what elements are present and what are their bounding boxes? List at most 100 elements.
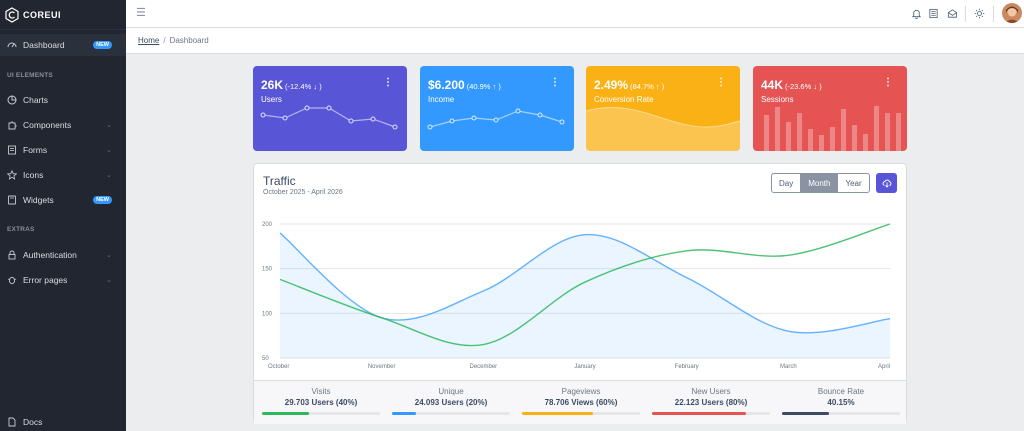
puzzle-icon (7, 120, 17, 130)
brand[interactable]: COREUI (0, 0, 126, 30)
brand-name: COREUI (23, 9, 62, 20)
traffic-line-chart: 50 100 150 200 October November December Januar… (262, 222, 891, 370)
series-line-1 (279, 223, 891, 347)
widget-change: (84.7% ↑ ) (630, 82, 665, 91)
period-day-button[interactable]: Day (772, 174, 802, 192)
star-icon (7, 170, 17, 180)
widget-value: 26K (261, 78, 284, 92)
widget-conversion-rate: 2.49% (84.7% ↑ ) Conversion Rate ⋮ (586, 66, 740, 151)
header-divider (993, 6, 994, 22)
sidebar: COREUI Dashboard NEW UI ELEMENTS Charts … (0, 0, 126, 431)
progress-bar (262, 412, 380, 415)
bell-icon[interactable] (910, 7, 922, 19)
sidebar-item-charts[interactable]: Charts (0, 89, 126, 111)
bug-icon (7, 275, 17, 285)
x-tick-label: April (878, 364, 890, 370)
stat-label: New Users (691, 387, 731, 396)
avatar[interactable] (1002, 3, 1022, 23)
stat-label: Bounce Rate (817, 387, 865, 396)
progress-fill (522, 412, 593, 415)
new-badge: NEW (93, 196, 112, 204)
stat-visits: Visits 29.703 Users (40%) (262, 387, 380, 415)
stat-new-users: New Users 22.123 Users (80%) (652, 387, 770, 415)
traffic-card: Traffic October 2025 - April 2026 Day Mo… (253, 163, 907, 424)
widget-change: (-23.6% ↓ ) (785, 82, 822, 91)
widget-value-group: 26K (-12.4% ↓ ) (261, 78, 322, 92)
cloud-download-icon (882, 179, 891, 188)
notes-icon (7, 145, 17, 155)
sidebar-item-docs[interactable]: Docs (0, 411, 126, 431)
sidebar-item-icons[interactable]: Icons ⌄ (0, 164, 126, 186)
sidebar-item-components[interactable]: Components ⌄ (0, 114, 126, 136)
widget-value-group: 2.49% (84.7% ↑ ) (594, 78, 664, 92)
period-year-button[interactable]: Year (845, 178, 862, 188)
stat-bounce-rate: Bounce Rate 40.15% (782, 387, 900, 415)
widget-label: Income (428, 95, 455, 104)
stat-value: 24.093 Users (20%) (414, 398, 488, 407)
stat-value: 78.706 Views (60%) (544, 398, 618, 407)
widget-users: 26K (-12.4% ↓ ) Users ⋮ (253, 66, 407, 151)
y-tick-label: 200 (262, 222, 273, 228)
chevron-down-icon: ⌄ (106, 172, 112, 179)
widget-value: $6.200 (428, 78, 465, 92)
chart-pie-icon (7, 95, 17, 105)
download-button[interactable] (876, 173, 897, 193)
chevron-down-icon: ⌄ (106, 122, 112, 129)
sun-icon[interactable] (973, 7, 985, 19)
sidebar-item-error-pages[interactable]: Error pages ⌄ (0, 269, 126, 291)
stat-pageviews: Pageviews 78.706 Views (60%) (522, 387, 640, 415)
sidebar-toggle-button[interactable]: ☰ (136, 7, 146, 19)
sidebar-item-label: Docs (23, 417, 43, 427)
sidebar-item-label: Forms (23, 145, 48, 155)
x-tick-label: January (574, 364, 595, 370)
list-icon[interactable] (927, 7, 939, 19)
more-options-icon[interactable]: ⋮ (550, 77, 560, 88)
progress-bar (782, 412, 900, 415)
chevron-down-icon: ⌄ (106, 147, 112, 154)
progress-fill (652, 412, 747, 415)
conversion-area-chart (586, 106, 740, 151)
widget-change: (-12.4% ↓ ) (285, 82, 322, 91)
sidebar-item-widgets[interactable]: Widgets NEW (0, 189, 126, 211)
period-month-button[interactable]: Month (801, 174, 839, 192)
more-options-icon[interactable]: ⋮ (883, 77, 893, 88)
sidebar-item-label: Dashboard (23, 40, 65, 50)
x-tick-label: October (268, 364, 289, 370)
sidebar-item-dashboard[interactable]: Dashboard NEW (0, 34, 126, 56)
widget-change: (40.9% ↑ ) (466, 82, 501, 91)
more-options-icon[interactable]: ⋮ (383, 77, 393, 88)
widget-value: 44K (761, 78, 784, 92)
breadcrumb-current: Dashboard (169, 36, 209, 45)
section-title-extras: EXTRAS (7, 226, 35, 233)
sidebar-item-authentication[interactable]: Authentication ⌄ (0, 244, 126, 266)
stat-label: Unique (438, 387, 464, 396)
widget-label: Conversion Rate (594, 95, 654, 104)
chevron-down-icon: ⌄ (106, 277, 112, 284)
coreui-logo-icon (5, 6, 19, 23)
stat-label: Pageviews (561, 387, 601, 396)
new-badge: NEW (93, 41, 112, 49)
users-sparkline (260, 105, 398, 130)
y-tick-label: 100 (262, 311, 273, 317)
sidebar-item-label: Widgets (23, 195, 54, 205)
stat-label: Visits (311, 387, 331, 396)
calculator-icon (7, 195, 17, 205)
stat-value: 40.15% (827, 398, 855, 407)
stat-value: 22.123 Users (80%) (674, 398, 748, 407)
sidebar-item-label: Components (23, 120, 72, 130)
envelope-icon[interactable] (946, 7, 958, 19)
breadcrumb-separator: / (163, 36, 166, 45)
sessions-bar-chart (764, 106, 901, 151)
header-divider (965, 6, 966, 22)
widget-sessions: 44K (-23.6% ↓ ) Sessions ⋮ (753, 66, 907, 151)
period-toggle: Day Month Year (771, 173, 870, 193)
sidebar-item-label: Authentication (23, 250, 77, 260)
breadcrumb-home-link[interactable]: Home (138, 36, 160, 45)
y-tick-label: 50 (262, 356, 269, 362)
traffic-stats: Visits 29.703 Users (40%) Unique 24.093 … (254, 380, 906, 424)
y-tick-label: 150 (262, 267, 273, 273)
more-options-icon[interactable]: ⋮ (716, 77, 726, 88)
x-tick-label: February (675, 364, 699, 370)
progress-fill (262, 412, 310, 415)
sidebar-item-forms[interactable]: Forms ⌄ (0, 139, 126, 161)
